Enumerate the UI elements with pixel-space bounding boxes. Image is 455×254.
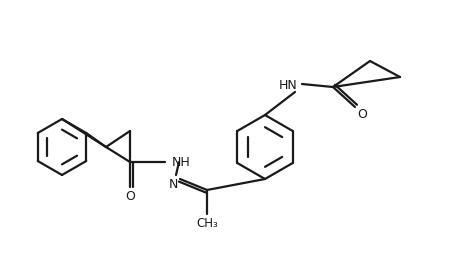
Text: CH₃: CH₃: [196, 217, 217, 230]
Text: O: O: [356, 108, 366, 121]
Text: NH: NH: [172, 156, 190, 169]
Text: HN: HN: [278, 78, 297, 91]
Text: O: O: [125, 190, 135, 203]
Text: N: N: [168, 178, 177, 191]
